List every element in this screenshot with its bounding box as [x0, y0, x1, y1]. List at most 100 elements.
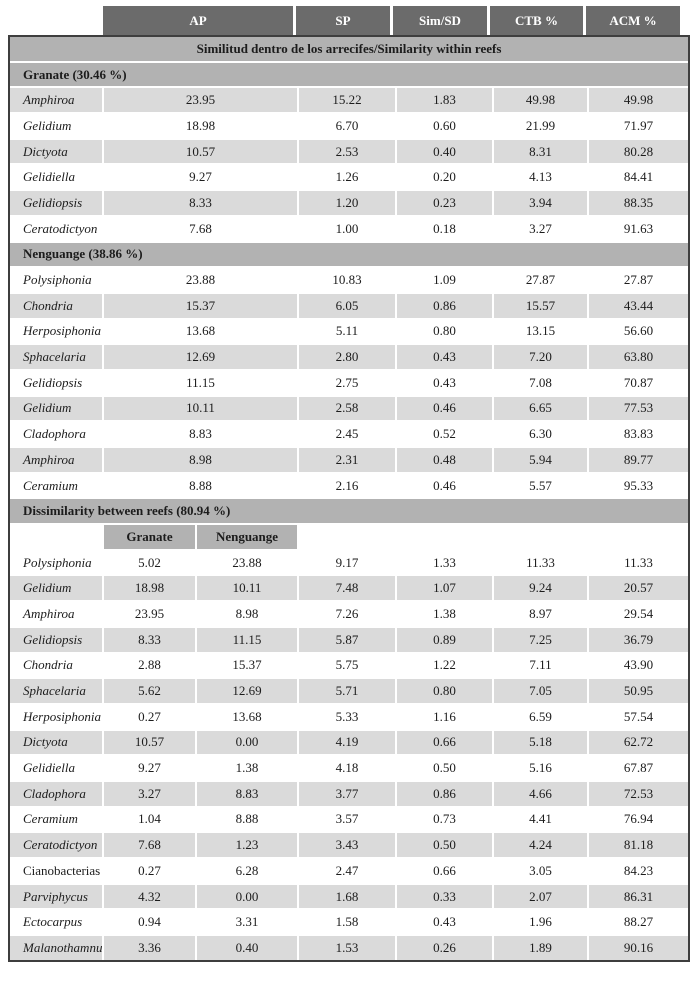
value-cell: 1.23 — [195, 831, 298, 858]
value-cell: 23.95 — [102, 600, 196, 627]
value-cell: 8.97 — [492, 600, 588, 627]
table-row: Ceramium 8.88 2.16 0.46 5.57 95.33 — [10, 471, 689, 499]
species-name-cell: Amphiroa — [10, 600, 103, 627]
value-cell: 36.79 — [586, 625, 689, 653]
value-cell: 0.66 — [395, 728, 493, 756]
table-row: Ceramium 1.04 8.88 3.57 0.73 4.41 76.94 — [10, 805, 689, 833]
value-cell: 2.16 — [297, 471, 396, 499]
table-row: Chondria 2.88 15.37 5.75 1.22 7.11 43.90 — [10, 651, 689, 679]
value-cell: 29.54 — [586, 600, 689, 627]
value-cell: 1.58 — [297, 908, 396, 936]
value-cell: 9.17 — [297, 548, 396, 576]
value-cell: 6.28 — [195, 857, 298, 884]
species-name-cell: Ceramium — [10, 805, 103, 833]
table-row: Sphacelaria 12.69 2.80 0.43 7.20 63.80 — [10, 343, 689, 370]
section-header: Nenguange (38.86 %) — [10, 240, 689, 268]
value-cell: 4.32 — [102, 882, 196, 910]
value-cell: 84.41 — [586, 163, 689, 191]
value-cell: 10.57 — [102, 137, 298, 165]
species-name-cell: Gelidiopsis — [10, 189, 103, 216]
column-header-simsd: Sim/SD — [393, 6, 487, 35]
species-name-cell: Dictyota — [10, 728, 103, 756]
value-cell: 13.15 — [492, 317, 588, 345]
section-header-row: Granate (30.46 %) — [10, 60, 689, 88]
value-cell: 1.38 — [195, 754, 298, 781]
subheader-spacer-cell — [10, 523, 103, 550]
value-cell: 1.22 — [395, 651, 493, 679]
species-name-cell: Sphacelaria — [10, 343, 103, 370]
value-cell: 8.31 — [492, 137, 588, 165]
value-cell: 8.88 — [195, 805, 298, 833]
value-cell: 7.26 — [297, 600, 396, 627]
value-cell: 4.41 — [492, 805, 588, 833]
value-cell: 1.07 — [395, 574, 493, 602]
value-cell: 10.57 — [102, 728, 196, 756]
section-header: Dissimilarity between reefs (80.94 %) — [10, 497, 689, 525]
value-cell: 71.97 — [586, 112, 689, 139]
value-cell: 3.94 — [492, 189, 588, 216]
value-cell: 43.44 — [586, 291, 689, 319]
value-cell: 0.94 — [102, 908, 196, 936]
value-cell: 11.33 — [586, 548, 689, 576]
table-row: Sphacelaria 5.62 12.69 5.71 0.80 7.05 50.95 — [10, 677, 689, 704]
value-cell: 76.94 — [586, 805, 689, 833]
value-cell: 7.25 — [492, 625, 588, 653]
value-cell: 0.89 — [395, 625, 493, 653]
value-cell: 11.15 — [102, 368, 298, 396]
value-cell: 2.45 — [297, 420, 396, 447]
column-header-ctb: CTB % — [490, 6, 583, 35]
value-cell: 5.02 — [102, 548, 196, 576]
value-cell: 27.87 — [586, 266, 689, 293]
value-cell: 0.50 — [395, 831, 493, 858]
simper-table-body: Similitud dentro de los arrecifes/Simila… — [10, 37, 689, 960]
species-name-cell: Herposiphonia — [10, 702, 103, 730]
value-cell: 50.95 — [586, 677, 689, 704]
table-row: Ceratodictyon 7.68 1.23 3.43 0.50 4.24 81.18 — [10, 831, 689, 858]
species-name-cell: Chondria — [10, 291, 103, 319]
table-row: Gelidiella 9.27 1.26 0.20 4.13 84.41 — [10, 163, 689, 191]
value-cell: 1.09 — [395, 266, 493, 293]
value-cell: 0.73 — [395, 805, 493, 833]
value-cell: 0.66 — [395, 857, 493, 884]
value-cell: 23.88 — [102, 266, 298, 293]
table-row: Dictyota 10.57 0.00 4.19 0.66 5.18 62.72 — [10, 728, 689, 756]
value-cell: 13.68 — [102, 317, 298, 345]
value-cell: 5.11 — [297, 317, 396, 345]
species-name-cell: Gelidiopsis — [10, 368, 103, 396]
value-cell: 1.68 — [297, 882, 396, 910]
value-cell: 80.28 — [586, 137, 689, 165]
value-cell: 7.68 — [102, 831, 196, 858]
value-cell: 2.58 — [297, 394, 396, 422]
section-header-row: Nenguange (38.86 %) — [10, 240, 689, 268]
value-cell: 0.60 — [395, 112, 493, 139]
value-cell: 0.46 — [395, 471, 493, 499]
species-name-cell: Herposiphonia — [10, 317, 103, 345]
table-row: Gelidiopsis 11.15 2.75 0.43 7.08 70.87 — [10, 368, 689, 396]
value-cell: 0.43 — [395, 908, 493, 936]
value-cell: 7.68 — [102, 214, 298, 242]
value-cell: 1.33 — [395, 548, 493, 576]
value-cell: 81.18 — [586, 831, 689, 858]
value-cell: 3.05 — [492, 857, 588, 884]
column-header-sp: SP — [296, 6, 390, 35]
column-header-ap: AP — [103, 6, 293, 35]
value-cell: 63.80 — [586, 343, 689, 370]
value-cell: 0.18 — [395, 214, 493, 242]
value-cell: 21.99 — [492, 112, 588, 139]
value-cell: 12.69 — [102, 343, 298, 370]
value-cell: 49.98 — [586, 86, 689, 114]
value-cell: 12.69 — [195, 677, 298, 704]
section-header-row: Dissimilarity between reefs (80.94 %) — [10, 497, 689, 525]
value-cell: 1.16 — [395, 702, 493, 730]
value-cell: 56.60 — [586, 317, 689, 345]
value-cell: 90.16 — [586, 934, 689, 960]
value-cell: 20.57 — [586, 574, 689, 602]
value-cell: 0.40 — [195, 934, 298, 960]
value-cell: 49.98 — [492, 86, 588, 114]
value-cell: 23.88 — [195, 548, 298, 576]
value-cell: 11.33 — [492, 548, 588, 576]
value-cell: 0.43 — [395, 343, 493, 370]
subcolumn-header: Nenguange — [195, 523, 298, 550]
species-name-cell: Gelidium — [10, 574, 103, 602]
subheader-blank-cell — [297, 523, 396, 550]
